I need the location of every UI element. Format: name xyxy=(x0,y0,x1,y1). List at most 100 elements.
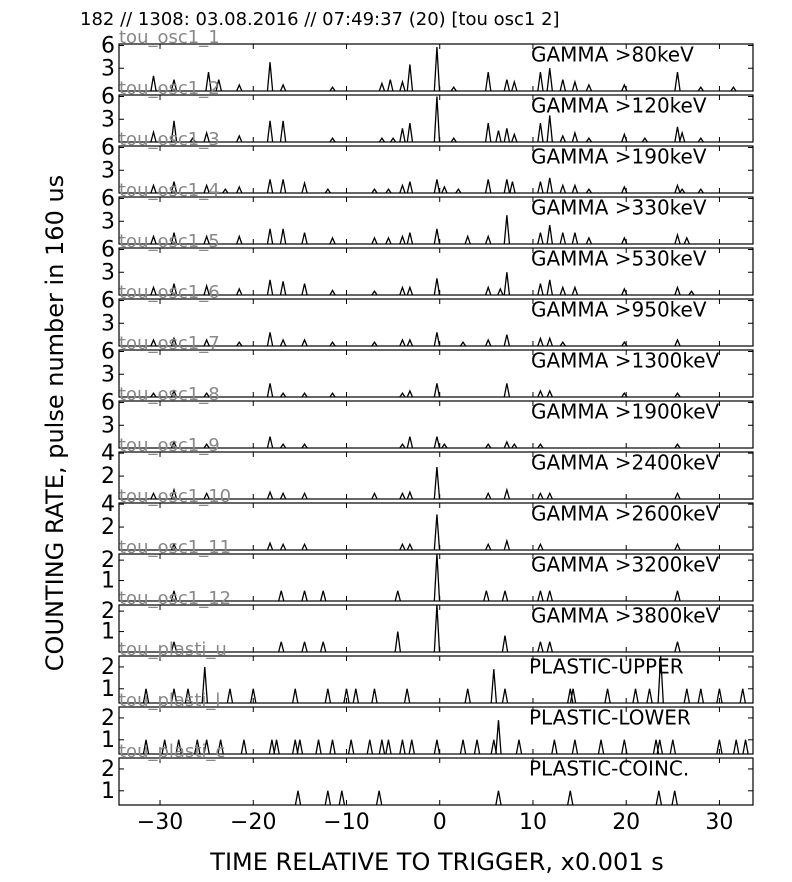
spike xyxy=(674,232,681,244)
spike xyxy=(387,79,394,91)
spike xyxy=(511,79,518,91)
spike xyxy=(674,183,681,193)
spike xyxy=(170,440,178,448)
spike xyxy=(371,188,378,193)
spike xyxy=(406,181,414,193)
spike xyxy=(546,641,553,652)
spike xyxy=(551,739,558,754)
spike xyxy=(537,491,544,499)
spike xyxy=(394,631,402,652)
spike xyxy=(441,185,448,193)
spike xyxy=(203,283,210,295)
spike xyxy=(537,336,544,346)
panel-id: tou_osc1_10 xyxy=(119,486,231,507)
spike xyxy=(150,338,157,346)
spike xyxy=(266,541,274,550)
spike xyxy=(559,232,567,244)
spike xyxy=(301,283,308,295)
panel-frame xyxy=(118,400,754,449)
spike xyxy=(537,232,544,244)
spike xyxy=(222,188,229,193)
spike xyxy=(688,290,695,295)
spike xyxy=(150,491,157,499)
spike xyxy=(567,688,574,703)
panel-id: tou_osc1_2 xyxy=(119,78,220,99)
spike xyxy=(697,688,705,703)
spike xyxy=(571,183,579,193)
spike xyxy=(669,739,677,754)
spike xyxy=(408,739,415,754)
spike xyxy=(485,491,492,499)
spike xyxy=(484,71,492,91)
panel-title: GAMMA >80keV xyxy=(531,43,694,67)
spike xyxy=(150,183,157,193)
panel xyxy=(119,383,753,397)
spike xyxy=(485,542,492,550)
panel-frame xyxy=(118,502,754,551)
spike xyxy=(161,739,168,754)
spike xyxy=(674,542,681,550)
y-tick-label: 3 xyxy=(101,107,115,132)
spike xyxy=(406,232,414,244)
spike xyxy=(655,790,663,805)
spike xyxy=(205,71,212,91)
spike xyxy=(450,137,457,142)
spike xyxy=(279,443,287,448)
spike xyxy=(301,338,308,346)
spike xyxy=(546,68,553,91)
spike xyxy=(674,285,681,295)
spike xyxy=(433,179,441,193)
spike xyxy=(175,739,182,754)
y-tick-label: 4 xyxy=(101,492,115,517)
spike xyxy=(503,487,511,499)
y-tick-label: 3 xyxy=(101,311,115,336)
y-tick-label: 1 xyxy=(101,569,115,594)
spike xyxy=(301,443,308,448)
spike xyxy=(501,688,509,703)
spike xyxy=(291,739,299,754)
spike xyxy=(433,514,441,550)
spike xyxy=(203,338,210,346)
spike xyxy=(215,79,222,91)
panel-title: GAMMA >3800keV xyxy=(531,604,720,628)
spike xyxy=(671,790,678,805)
panel-id: tou_osc1_7 xyxy=(119,333,220,354)
spike xyxy=(236,83,243,91)
x-tick-label: 10 xyxy=(519,810,547,835)
spike xyxy=(537,443,544,448)
spike xyxy=(450,86,457,91)
spike xyxy=(657,656,664,703)
spike xyxy=(632,688,639,703)
spike xyxy=(236,341,243,346)
y-tick-label: 3 xyxy=(101,260,115,285)
spike xyxy=(250,688,257,703)
spike xyxy=(515,739,523,754)
y-tick-label: 2 xyxy=(101,515,115,540)
spike xyxy=(338,790,346,805)
panel-title: GAMMA >330keV xyxy=(531,196,707,220)
y-tick-label: 1 xyxy=(101,677,115,702)
panel xyxy=(119,436,753,448)
spike xyxy=(389,137,397,142)
spike xyxy=(674,443,681,448)
panel xyxy=(119,656,753,703)
spike xyxy=(203,392,210,397)
spike xyxy=(266,279,274,295)
spike xyxy=(315,739,322,754)
spike xyxy=(150,75,157,91)
spike xyxy=(503,334,511,346)
spike xyxy=(385,236,392,244)
panel-id: tou_osc1_5 xyxy=(119,231,220,252)
x-tick-label: −20 xyxy=(230,810,276,835)
panel-title: GAMMA >530keV xyxy=(531,247,707,271)
spike xyxy=(399,338,406,346)
spike xyxy=(678,130,686,142)
spike xyxy=(385,739,392,754)
panel-id: tou_plasti_l xyxy=(119,690,220,711)
spike xyxy=(319,590,327,601)
spike xyxy=(730,86,737,91)
spike xyxy=(697,86,704,91)
y-tick-label: 6 xyxy=(101,391,115,416)
